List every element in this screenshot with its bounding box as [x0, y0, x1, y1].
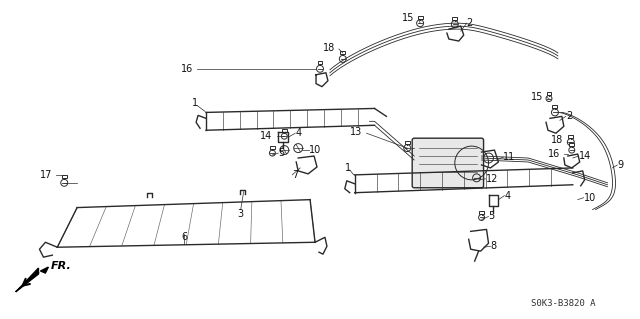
Bar [547, 92, 552, 94]
Text: 9: 9 [618, 160, 623, 170]
Bar [62, 175, 67, 178]
Text: 2: 2 [566, 111, 572, 121]
Text: 16: 16 [548, 149, 560, 159]
Bar [317, 61, 323, 64]
Text: 3: 3 [237, 209, 244, 219]
Polygon shape [40, 267, 49, 273]
Text: 14: 14 [579, 151, 591, 161]
Polygon shape [15, 268, 38, 292]
Bar [479, 211, 484, 213]
Text: 1: 1 [345, 163, 351, 173]
Text: 10: 10 [584, 193, 596, 203]
Bar [282, 129, 287, 132]
Text: 7: 7 [292, 170, 298, 180]
Bar [570, 143, 574, 146]
Text: 17: 17 [40, 170, 52, 180]
Text: 1: 1 [192, 98, 198, 108]
Text: 12: 12 [486, 174, 498, 184]
Text: FR.: FR. [51, 261, 71, 271]
Bar [452, 17, 458, 20]
Text: 5: 5 [488, 211, 495, 221]
Text: 18: 18 [550, 135, 563, 145]
Text: 15: 15 [402, 13, 414, 23]
Text: 8: 8 [490, 241, 497, 251]
Bar [270, 146, 275, 149]
Text: 2: 2 [467, 18, 473, 28]
Bar [568, 135, 573, 138]
Text: 5: 5 [278, 148, 285, 158]
Text: 6: 6 [181, 232, 188, 242]
Text: 11: 11 [504, 152, 516, 162]
Text: 14: 14 [260, 131, 273, 141]
Text: 16: 16 [181, 64, 193, 74]
Text: 4: 4 [504, 191, 511, 201]
Text: 15: 15 [531, 92, 543, 101]
Text: 4: 4 [295, 128, 301, 138]
Text: 10: 10 [309, 145, 321, 155]
Text: 18: 18 [323, 43, 335, 53]
Text: 13: 13 [350, 127, 363, 137]
Bar [418, 16, 422, 19]
FancyBboxPatch shape [412, 138, 484, 188]
Text: S0K3-B3820 A: S0K3-B3820 A [531, 299, 595, 308]
Bar [340, 51, 345, 55]
Bar [552, 105, 557, 108]
Bar [404, 141, 410, 144]
